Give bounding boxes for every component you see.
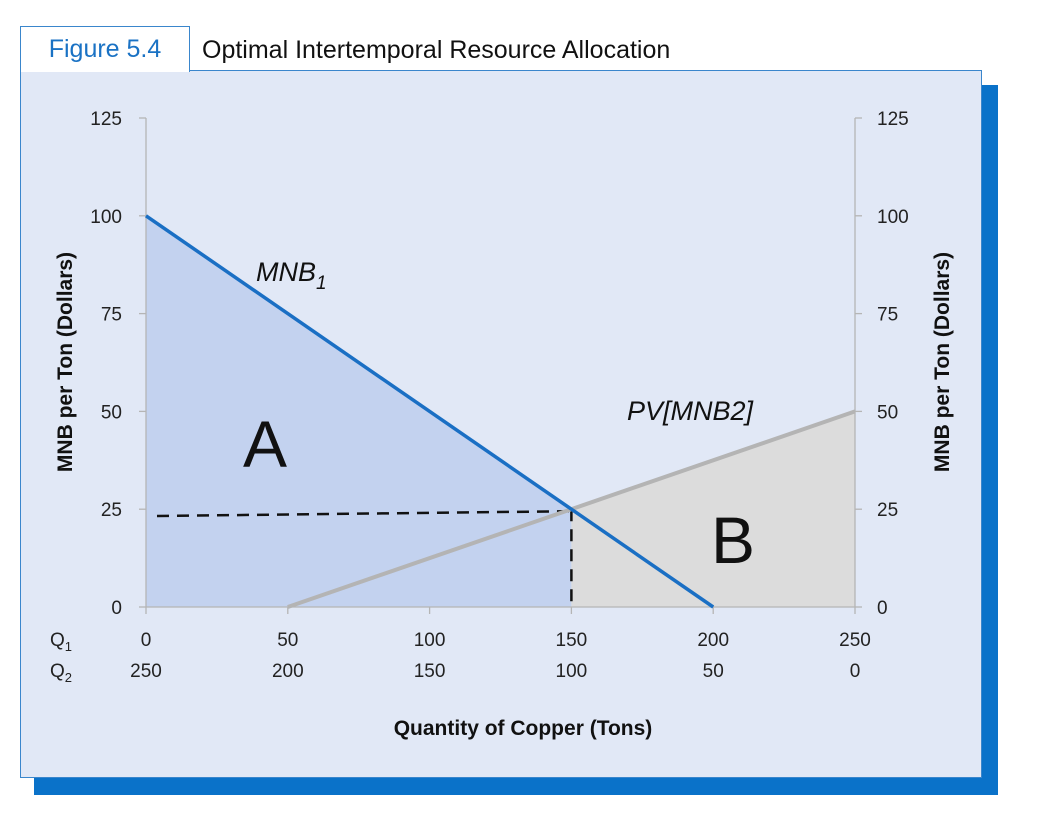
- area-a: [146, 215, 572, 608]
- region-label-b: B: [711, 503, 755, 577]
- y-axis-title-right: MNB per Ton (Dollars): [931, 252, 954, 472]
- x-row-label-q2: Q2: [50, 661, 72, 685]
- chart-series: [145, 214, 856, 609]
- x-tick-label: 50: [703, 661, 724, 682]
- x-tick-label: 250: [130, 661, 162, 682]
- x-axis-title: Quantity of Copper (Tons): [394, 717, 653, 740]
- y-tick-label-left: 0: [111, 598, 122, 619]
- y-tick-label-left: 50: [101, 402, 122, 423]
- x-row-label-sub: 2: [65, 670, 72, 685]
- series-label-mnb1-main: MNB: [256, 257, 316, 287]
- y-tick-label-right: 75: [877, 305, 898, 326]
- y-tick-label-right: 0: [877, 598, 888, 619]
- x-row-label-q1: Q1: [50, 630, 72, 654]
- chart-labels: MNB1 PV[MNB2] A B: [243, 257, 755, 577]
- y-tick-label-left: 75: [101, 305, 122, 326]
- y-tick-label-right: 100: [877, 207, 909, 228]
- x-tick-label: 0: [850, 661, 861, 682]
- y-tick-label-left: 25: [101, 500, 122, 521]
- x-tick-label: 100: [556, 661, 588, 682]
- figure-title: Optimal Intertemporal Resource Allocatio…: [202, 36, 671, 64]
- y-axis-title-left: MNB per Ton (Dollars): [54, 252, 77, 472]
- x-tick-label: 100: [414, 630, 446, 651]
- region-label-a: A: [243, 407, 287, 481]
- x-tick-label: 150: [556, 630, 588, 651]
- y-tick-label-right: 25: [877, 500, 898, 521]
- equilibrium-guide-horizontal: [156, 509, 572, 518]
- x-tick-label: 0: [141, 630, 152, 651]
- series-label-mnb1-sub: 1: [316, 273, 327, 294]
- y-tick-label-left: 100: [90, 207, 122, 228]
- series-label-mnb1: MNB1: [256, 257, 327, 294]
- y-tick-label-right: 50: [877, 402, 898, 423]
- y-tick-label-left: 125: [90, 109, 122, 130]
- x-tick-label: 50: [277, 630, 298, 651]
- x-tick-label: 250: [839, 630, 871, 651]
- x-tick-label: 200: [272, 661, 304, 682]
- series-line-mnb1: [145, 214, 715, 609]
- y-tick-label-right: 125: [877, 109, 909, 130]
- x-row-label-sub: 1: [65, 639, 72, 654]
- series-label-pv-mnb2: PV[MNB2]: [627, 396, 755, 426]
- x-row-label-main: Q: [50, 661, 65, 682]
- x-tick-label: 150: [414, 661, 446, 682]
- x-row-label-main: Q: [50, 630, 65, 651]
- figure-label: Figure 5.4: [20, 26, 190, 72]
- x-tick-label: 200: [697, 630, 729, 651]
